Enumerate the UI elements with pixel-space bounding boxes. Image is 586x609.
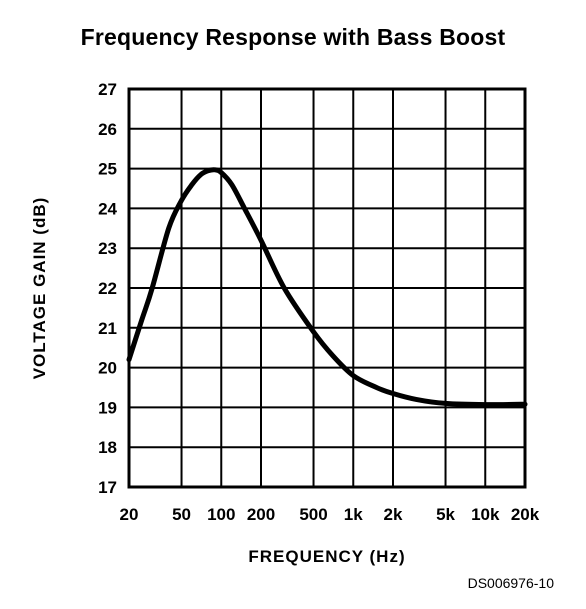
y-tick-label: 21 bbox=[98, 319, 117, 338]
y-tick-label: 22 bbox=[98, 279, 117, 298]
y-tick-label: 23 bbox=[98, 239, 117, 258]
plot-frame bbox=[127, 87, 527, 489]
y-axis-title: VOLTAGE GAIN (dB) bbox=[30, 197, 49, 380]
x-tick-label: 20k bbox=[511, 505, 540, 524]
x-tick-label: 200 bbox=[247, 505, 275, 524]
x-tick-labels: 20 50 100 200 500 1k 2k 5k 10k 20k bbox=[120, 505, 540, 524]
y-tick-label: 26 bbox=[98, 120, 117, 139]
x-tick-label: 10k bbox=[471, 505, 500, 524]
x-tick-label: 1k bbox=[344, 505, 363, 524]
y-tick-labels: 17 18 19 20 21 22 23 24 25 26 27 bbox=[98, 80, 117, 497]
y-tick-label: 20 bbox=[98, 359, 117, 378]
x-tick-label: 500 bbox=[299, 505, 327, 524]
y-tick-label: 17 bbox=[98, 478, 117, 497]
x-tick-label: 50 bbox=[172, 505, 191, 524]
grid bbox=[129, 89, 525, 487]
x-tick-label: 100 bbox=[207, 505, 235, 524]
x-axis-title: FREQUENCY (Hz) bbox=[248, 547, 405, 566]
chart-title: Frequency Response with Bass Boost bbox=[80, 24, 506, 50]
y-tick-label: 25 bbox=[98, 160, 117, 179]
document-id: DS006976-10 bbox=[467, 575, 554, 591]
y-tick-label: 27 bbox=[98, 80, 117, 99]
x-tick-label: 20 bbox=[120, 505, 139, 524]
y-tick-label: 24 bbox=[98, 199, 117, 218]
y-tick-label: 19 bbox=[98, 398, 117, 417]
x-tick-label: 2k bbox=[384, 505, 403, 524]
series-line-voltage-gain bbox=[126, 167, 528, 408]
y-tick-label: 18 bbox=[98, 438, 117, 457]
x-tick-label: 5k bbox=[436, 505, 455, 524]
